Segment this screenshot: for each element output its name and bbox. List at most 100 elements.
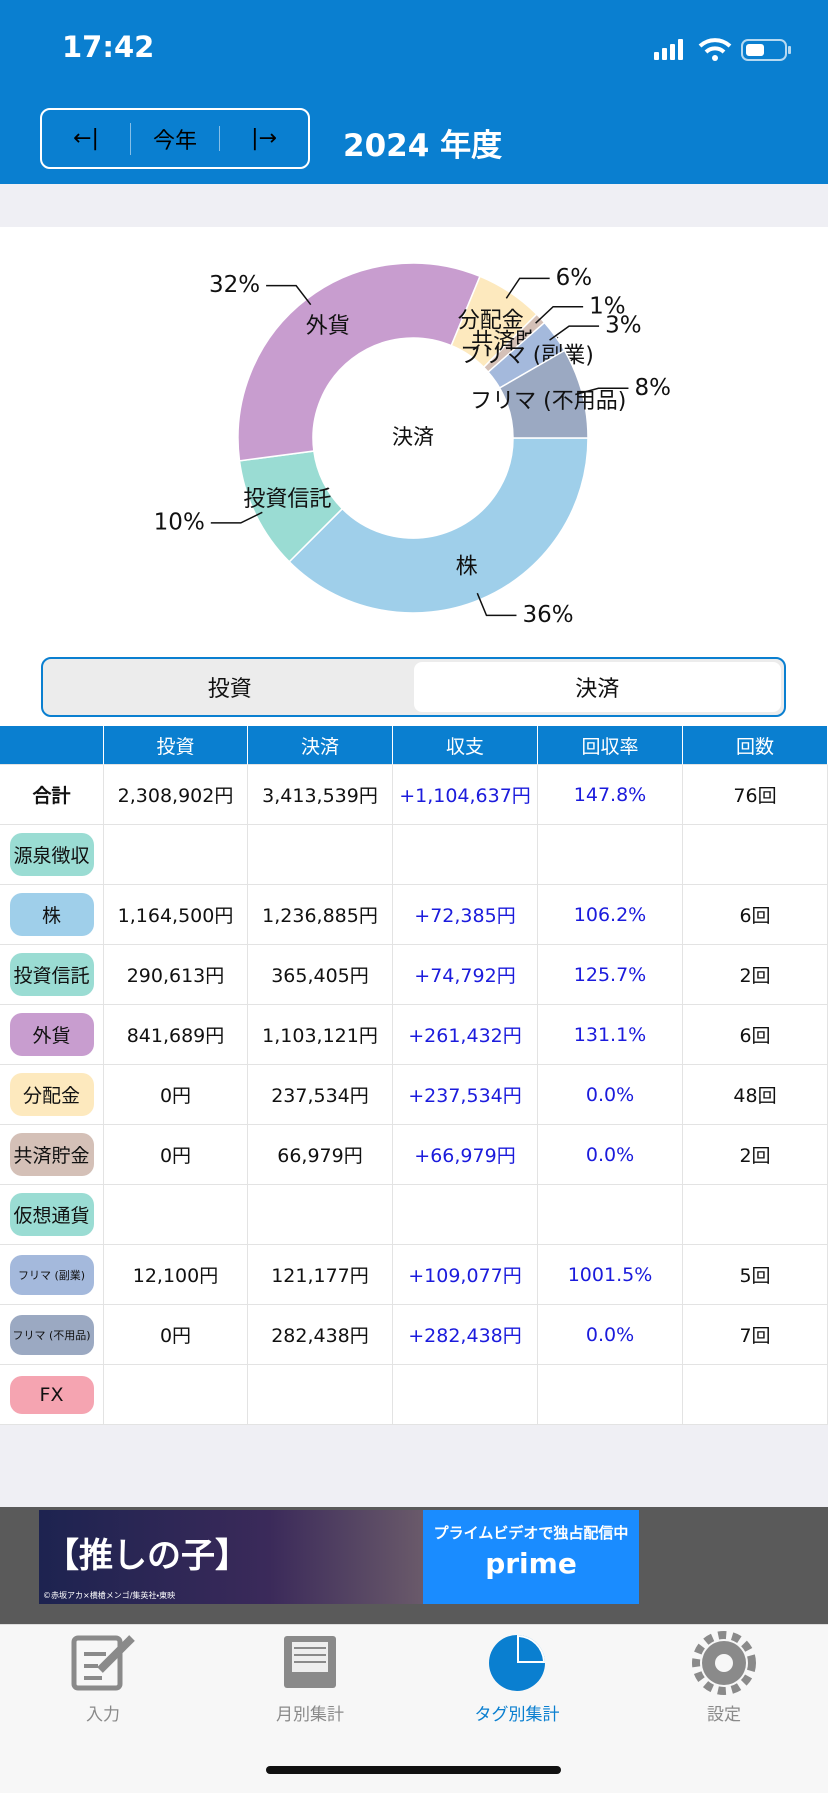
tag-pill[interactable]: 投資信託 bbox=[9, 953, 94, 996]
ad-title: 【推しの子】 bbox=[45, 1536, 249, 1576]
table-cell: 6回 bbox=[683, 885, 828, 945]
table-cell bbox=[248, 1365, 393, 1425]
ad-credit: ©赤坂アカ×横槍メンゴ/集英社・東映 bbox=[43, 1591, 176, 1600]
table-cell: 106.2% bbox=[538, 885, 683, 945]
tab-label[interactable]: 月別集計 bbox=[276, 1705, 344, 1725]
tag-cell: フリマ (不用品) bbox=[0, 1305, 104, 1365]
tag-pill[interactable]: 株 bbox=[9, 893, 94, 936]
tag-pill[interactable]: 共済貯金 bbox=[9, 1133, 94, 1176]
table-cell: 0.0% bbox=[538, 1065, 683, 1125]
donut-center-label: 決済 bbox=[392, 425, 434, 449]
tag-cell: 外貨 bbox=[0, 1005, 104, 1065]
table-cell bbox=[104, 1365, 248, 1425]
tag-cell: フリマ (副業) bbox=[0, 1245, 104, 1305]
tag-cell: 仮想通貨 bbox=[0, 1185, 104, 1245]
table-cell: 1,164,500円 bbox=[104, 885, 248, 945]
table-cell bbox=[538, 1185, 683, 1245]
tag-pill[interactable]: 分配金 bbox=[9, 1073, 94, 1116]
slice-percent: 32% bbox=[209, 272, 260, 298]
table-cell: +282,438円 bbox=[393, 1305, 538, 1365]
home-indicator bbox=[266, 1766, 561, 1774]
status-icons bbox=[654, 38, 791, 61]
year-navigator: ←| 今年 |→ bbox=[40, 108, 310, 169]
tab-label[interactable]: タグ別集計 bbox=[474, 1705, 560, 1725]
ad-side[interactable]: プライムビデオで独占配信中 prime bbox=[423, 1510, 639, 1604]
total-label: 合計 bbox=[32, 785, 71, 807]
tag-pill[interactable]: フリマ (不用品) bbox=[9, 1314, 94, 1355]
table-cell: 290,613円 bbox=[104, 945, 248, 1005]
table-cell: 0.0% bbox=[538, 1305, 683, 1365]
table-cell bbox=[538, 825, 683, 885]
pie-slice bbox=[288, 437, 589, 614]
table-cell bbox=[248, 1185, 393, 1245]
tag-pill[interactable]: 外貨 bbox=[9, 1013, 94, 1056]
tag-cell: 分配金 bbox=[0, 1065, 104, 1125]
table-cell: +261,432円 bbox=[393, 1005, 538, 1065]
tag-pill[interactable]: フリマ (副業) bbox=[9, 1254, 94, 1295]
slice-name: 株 bbox=[456, 554, 478, 579]
table-cell: +1,104,637円 bbox=[393, 765, 538, 825]
table-cell: 0円 bbox=[104, 1065, 248, 1125]
table-cell: 1001.5% bbox=[538, 1245, 683, 1305]
slice-name: 分配金 bbox=[458, 309, 524, 334]
table-cell bbox=[393, 1365, 538, 1425]
table-cell: 5回 bbox=[683, 1245, 828, 1305]
this-year-button[interactable]: 今年 bbox=[130, 122, 219, 155]
prev-year-button[interactable]: ←| bbox=[73, 126, 99, 151]
leader-line bbox=[575, 387, 629, 396]
table-cell: 12,100円 bbox=[104, 1245, 248, 1305]
table-cell: 3,413,539円 bbox=[248, 765, 393, 825]
tag-cell: 投資信託 bbox=[0, 945, 104, 1005]
table-cell bbox=[538, 1365, 683, 1425]
segment-option[interactable]: 投資 bbox=[207, 677, 252, 702]
table-cell bbox=[683, 1185, 828, 1245]
tag-pill[interactable]: FX bbox=[9, 1375, 94, 1414]
table-cell: 125.7% bbox=[538, 945, 683, 1005]
tab-label[interactable]: 設定 bbox=[707, 1705, 741, 1725]
pie-slice bbox=[498, 349, 589, 439]
table-cell bbox=[104, 825, 248, 885]
leader-line bbox=[505, 277, 550, 299]
table-cell: 76回 bbox=[683, 765, 828, 825]
table-cell: +74,792円 bbox=[393, 945, 538, 1005]
table-cell: +109,077円 bbox=[393, 1245, 538, 1305]
table-cell: 121,177円 bbox=[248, 1245, 393, 1305]
column-header: 決済 bbox=[248, 726, 393, 765]
tab-label[interactable]: 入力 bbox=[86, 1705, 120, 1725]
slice-percent: 3% bbox=[605, 313, 642, 339]
ad-image[interactable]: 【推しの子】 ©赤坂アカ×横槍メンゴ/集英社・東映 bbox=[39, 1510, 423, 1604]
pie-slice bbox=[237, 262, 481, 462]
table-cell: 2回 bbox=[683, 1125, 828, 1185]
table-cell bbox=[683, 825, 828, 885]
slice-percent: 36% bbox=[522, 602, 573, 628]
table-cell bbox=[393, 825, 538, 885]
table-cell: +237,534円 bbox=[393, 1065, 538, 1125]
table-cell: 1,236,885円 bbox=[248, 885, 393, 945]
tag-cell: FX bbox=[0, 1365, 104, 1425]
tag-pill[interactable]: 仮想通貨 bbox=[9, 1193, 94, 1236]
leader-line bbox=[266, 284, 312, 306]
slice-name: 外貨 bbox=[306, 314, 350, 339]
slice-name: フリマ (不用品) bbox=[470, 389, 626, 414]
ad-tagline: プライムビデオで独占配信中 bbox=[433, 1524, 629, 1542]
tag-cell: 共済貯金 bbox=[0, 1125, 104, 1185]
slice-name: フリマ (副業) bbox=[460, 343, 594, 368]
status-time: 17:42 bbox=[62, 30, 155, 64]
next-year-button[interactable]: |→ bbox=[219, 126, 308, 151]
table-cell: 0円 bbox=[104, 1125, 248, 1185]
tab-bar bbox=[0, 1624, 828, 1793]
table-cell: 0円 bbox=[104, 1305, 248, 1365]
tag-pill[interactable]: 源泉徴収 bbox=[9, 833, 94, 876]
segment-control: 投資 決済 bbox=[41, 657, 786, 717]
table-cell: 1,103,121円 bbox=[248, 1005, 393, 1065]
slice-percent: 1% bbox=[589, 293, 626, 319]
table-cell: 131.1% bbox=[538, 1005, 683, 1065]
column-header: 収支 bbox=[393, 726, 538, 765]
tag-cell: 源泉徴収 bbox=[0, 825, 104, 885]
table-cell: 365,405円 bbox=[248, 945, 393, 1005]
segment-option[interactable]: 決済 bbox=[413, 662, 781, 712]
table-cell: 2,308,902円 bbox=[104, 765, 248, 825]
table-cell bbox=[683, 1365, 828, 1425]
table-cell: 147.8% bbox=[538, 765, 683, 825]
